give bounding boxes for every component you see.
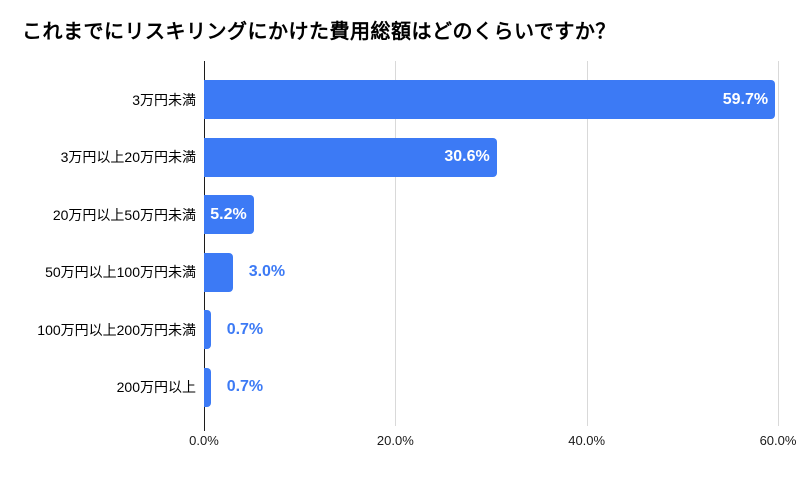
gridline	[586, 61, 588, 426]
plot-area: 59.7% 30.6% 5.2% 3.0% 0.7% 0.7%	[204, 61, 779, 431]
category-label: 20万円以上50万円未満	[52, 206, 196, 223]
bar	[204, 252, 233, 292]
category-label: 200万円以上	[116, 379, 196, 395]
bar: 5.2%	[204, 195, 254, 234]
category-label: 50万円以上100万円未満	[45, 264, 196, 280]
bar: 59.7%	[204, 80, 776, 119]
y-axis-line	[204, 61, 205, 431]
x-tick-label: 0.0%	[189, 433, 219, 448]
bar-value-label: 30.6%	[444, 148, 490, 165]
bar	[204, 310, 211, 349]
bar	[204, 367, 211, 407]
category-label: 3万円以上20万円未満	[60, 149, 196, 165]
x-tick-label: 40.0%	[568, 433, 606, 448]
gridline	[778, 61, 779, 426]
bar: 30.6%	[204, 137, 497, 177]
category-label: 3万円未満	[132, 91, 196, 108]
gridline	[395, 61, 397, 426]
x-tick-label: 60.0%	[759, 433, 797, 448]
bar-value-label: 59.7%	[722, 90, 769, 108]
category-label: 100万円以上200万円未満	[37, 321, 196, 338]
chart-title: これまでにリスキリングにかけた費用総額はどのくらいですか？	[22, 21, 616, 43]
bar-value-label: 0.7%	[226, 378, 264, 395]
bar-value-label: 3.0%	[248, 263, 286, 280]
bar-value-label: 0.7%	[226, 320, 264, 338]
bar-value-label: 5.2%	[210, 205, 247, 223]
x-tick-label: 20.0%	[376, 433, 414, 448]
